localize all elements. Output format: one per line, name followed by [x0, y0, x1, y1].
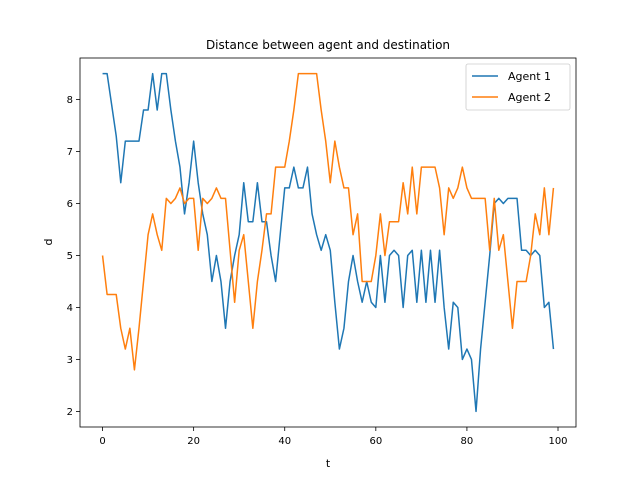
y-tick-label: 6 — [67, 199, 73, 210]
y-tick-label: 4 — [67, 303, 73, 314]
y-tick-label: 3 — [67, 355, 73, 366]
y-tick-label: 7 — [67, 147, 73, 158]
x-tick-label: 100 — [548, 436, 567, 447]
chart-title: Distance between agent and destination — [206, 38, 450, 52]
legend-label: Agent 1 — [508, 70, 551, 83]
y-tick-label: 5 — [67, 251, 73, 262]
plot-area — [79, 57, 577, 428]
x-tick-label: 20 — [187, 436, 200, 447]
x-axis-label: t — [326, 457, 331, 470]
y-axis-label: d — [42, 239, 55, 246]
x-tick-label: 0 — [99, 436, 105, 447]
legend: Agent 1 Agent 2 — [465, 63, 571, 111]
y-tick-label: 8 — [67, 95, 73, 106]
legend-label: Agent 2 — [508, 91, 551, 104]
x-tick-label: 80 — [461, 436, 474, 447]
x-tick-label: 60 — [369, 436, 382, 447]
series-line-agent-2 — [101, 72, 555, 371]
y-tick-label: 2 — [67, 407, 73, 418]
x-tick-label: 40 — [278, 436, 291, 447]
series-line-agent-1 — [102, 72, 555, 413]
